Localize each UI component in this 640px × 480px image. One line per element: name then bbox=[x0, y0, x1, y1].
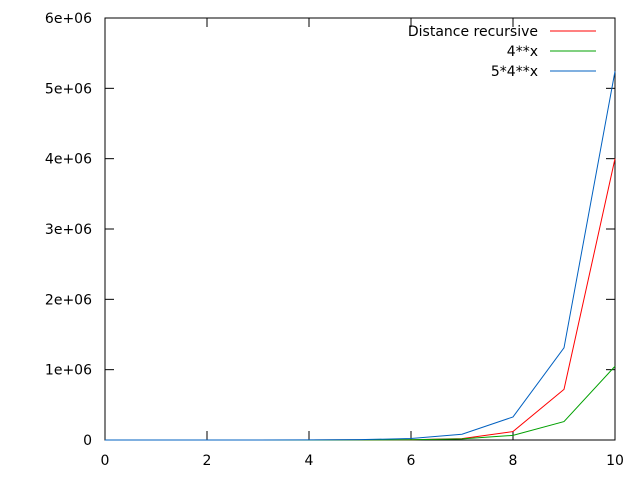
y-tick-label: 6e+06 bbox=[45, 11, 92, 27]
series-line-2 bbox=[105, 365, 616, 441]
y-tick-label: 5e+06 bbox=[45, 81, 92, 97]
legend-label: Distance recursive bbox=[408, 24, 538, 40]
y-tick-label: 3e+06 bbox=[45, 222, 92, 238]
x-tick-label: 6 bbox=[407, 453, 416, 469]
y-tick-label: 2e+06 bbox=[45, 292, 92, 308]
plot-frame bbox=[104, 17, 616, 441]
y-tick-label: 4e+06 bbox=[45, 152, 92, 168]
y-tick-label: 0 bbox=[83, 433, 92, 449]
series-line-3 bbox=[105, 71, 616, 441]
x-axis: 0 2 4 6 8 10 bbox=[101, 18, 624, 469]
x-tick-label: 2 bbox=[203, 453, 212, 469]
legend: Distance recursive 4**x 5*4**x bbox=[408, 24, 596, 80]
y-axis: 0 1e+06 2e+06 3e+06 4e+06 5e+06 6e+06 bbox=[45, 11, 615, 449]
x-tick-label: 10 bbox=[606, 453, 624, 469]
y-tick-label: 1e+06 bbox=[45, 363, 92, 379]
x-tick-label: 8 bbox=[509, 453, 518, 469]
legend-label: 5*4**x bbox=[491, 64, 538, 80]
legend-label: 4**x bbox=[507, 44, 538, 60]
x-tick-label: 4 bbox=[305, 453, 314, 469]
x-tick-label: 0 bbox=[101, 453, 110, 469]
series-layer bbox=[105, 71, 616, 441]
series-line-1 bbox=[105, 158, 616, 441]
